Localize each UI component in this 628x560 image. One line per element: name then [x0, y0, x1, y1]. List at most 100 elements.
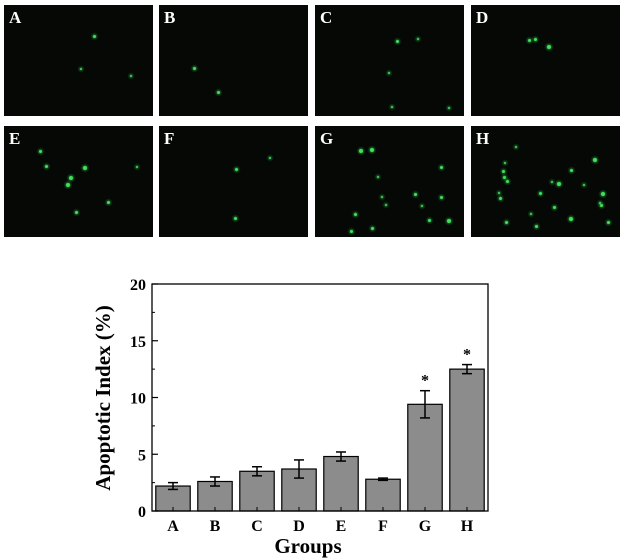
micrograph-panel-h: H [471, 126, 620, 237]
fluorescent-cell [66, 183, 70, 187]
fluorescent-cell [428, 219, 431, 222]
bars-layer [155, 368, 485, 512]
y-axis-title: Apoptotic Index (%) [91, 305, 115, 491]
panel-label: B [164, 8, 176, 27]
bar-c [239, 470, 275, 512]
fluorescent-cell [391, 106, 393, 108]
fluorescent-cell [547, 45, 551, 49]
fluorescent-cell [75, 211, 78, 214]
micrograph-panel-f: F [159, 126, 308, 237]
fluorescent-cell [583, 184, 585, 186]
fluorescent-cell [385, 204, 387, 206]
fluorescent-cell [83, 166, 87, 170]
fluorescent-cell [45, 165, 48, 168]
fluorescent-cell [593, 158, 597, 162]
fluorescent-cell [448, 107, 450, 109]
fluorescent-cell [499, 197, 502, 200]
fluorescent-cell [551, 181, 553, 183]
fluorescent-cell [505, 221, 508, 224]
fluorescent-cell [354, 213, 357, 216]
fluorescent-cell [350, 230, 353, 233]
x-tick-label: D [293, 518, 305, 535]
fluorescent-cell [370, 148, 374, 152]
fluorescent-cell [570, 169, 573, 172]
panel-label: F [164, 129, 175, 148]
fluorescent-cell [381, 196, 383, 198]
fluorescent-cell [515, 146, 517, 148]
fluorescent-cell [607, 221, 610, 224]
fluorescent-cell [107, 201, 110, 204]
fluorescent-cell [601, 192, 605, 196]
micrograph-panel-c: C [315, 5, 464, 116]
micrograph-panel-d: D [471, 5, 620, 116]
panel-label: C [320, 8, 333, 27]
fluorescent-cell [600, 204, 603, 207]
micrograph-panel-b: B [159, 5, 308, 116]
fluorescent-cell [599, 202, 601, 204]
fluorescent-cell [193, 67, 196, 70]
fluorescent-cell [359, 149, 363, 153]
fluorescent-cell [535, 225, 538, 228]
y-tick-label: 10 [130, 391, 146, 408]
fluorescent-cell [371, 227, 374, 230]
bar-e [323, 455, 359, 512]
micrograph-panel-e: E [4, 126, 153, 237]
axes-layer: A B C D E F G H 0 5 10 15 20 [130, 277, 489, 535]
x-tick-label: C [251, 518, 263, 535]
panel-label: A [9, 8, 22, 27]
x-tick-label: A [167, 518, 179, 535]
panel-label: D [476, 8, 489, 27]
x-tick-label: E [336, 518, 347, 535]
y-tick-label: 15 [130, 334, 146, 351]
micrograph-panel-g: G [315, 126, 464, 237]
fluorescent-cell [534, 38, 537, 41]
y-tick-label: 20 [130, 277, 146, 294]
y-tick-label: 5 [138, 447, 146, 464]
fluorescent-cell [557, 182, 561, 186]
significance-marker: * [421, 373, 429, 390]
error-bars-layer: ** [168, 347, 472, 491]
micrograph-panel-a: A [4, 5, 153, 116]
fluorescent-cell [39, 150, 42, 153]
x-tick-label: F [378, 518, 388, 535]
fluorescent-cell [377, 176, 379, 178]
fluorescent-cell [136, 166, 138, 168]
fluorescent-cell [506, 180, 509, 183]
fluorescent-cell [80, 68, 82, 70]
fluorescent-cell [417, 38, 419, 40]
fluorescent-cell [235, 168, 238, 171]
panel-label: E [9, 129, 21, 148]
bar-f [365, 478, 401, 512]
fluorescent-cell [421, 205, 423, 207]
x-tick-label: B [210, 518, 221, 535]
fluorescent-cell [440, 166, 443, 169]
x-tick-label: G [419, 518, 432, 535]
fluorescent-cell [539, 192, 542, 195]
fluorescent-cell [553, 206, 556, 209]
fluorescent-cell [269, 157, 271, 159]
fluorescent-cell [440, 196, 443, 199]
x-axis-title: Groups [274, 534, 341, 558]
fluorescent-cell [530, 213, 532, 215]
fluorescent-cell [447, 219, 451, 223]
fluorescent-cell [217, 91, 220, 94]
fluorescent-cell [528, 39, 531, 42]
fluorescent-cell [69, 176, 73, 180]
significance-marker: * [463, 347, 471, 364]
fluorescent-cell [130, 75, 132, 77]
fluorescent-cell [93, 35, 96, 38]
fluorescent-cell [502, 170, 505, 173]
y-tick-label: 0 [138, 504, 146, 521]
fluorescent-cell [504, 162, 506, 164]
fluorescent-cell [498, 192, 500, 194]
x-tick-label: H [461, 518, 474, 535]
bar-h [449, 368, 485, 512]
fluorescent-cell [388, 72, 390, 74]
fluorescent-cell [234, 217, 237, 220]
fluorescent-cell [569, 217, 573, 221]
fluorescent-cell [503, 176, 506, 179]
fluorescent-cell [396, 40, 399, 43]
bar-g [407, 403, 443, 512]
panel-label: G [320, 129, 334, 148]
